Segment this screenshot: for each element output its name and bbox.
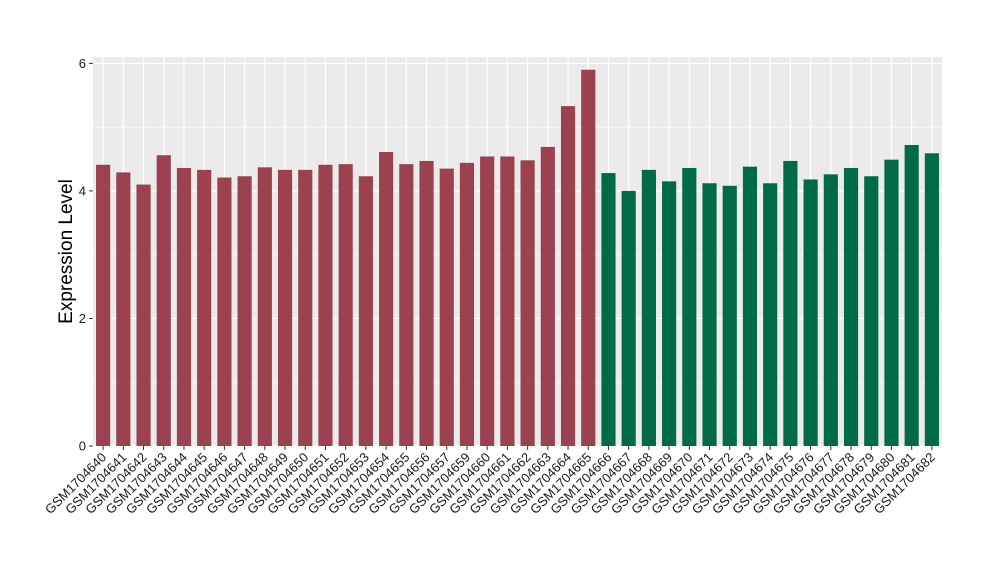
- bar-GSM1704651: [318, 164, 333, 446]
- bar-GSM1704664: [560, 106, 576, 447]
- bar-GSM1704661: [500, 156, 515, 446]
- bar-GSM1704649: [277, 169, 293, 446]
- bar-GSM1704678: [843, 167, 859, 446]
- y-axis: 0 2 4 6: [79, 56, 93, 454]
- bar-GSM1704648: [257, 167, 272, 447]
- bar-GSM1704676: [803, 179, 818, 447]
- bar-GSM1704657: [439, 168, 454, 446]
- bar-GSM1704670: [682, 167, 697, 446]
- y-axis-title: Expression Level: [56, 179, 77, 324]
- bar-GSM1704673: [742, 166, 758, 446]
- bar-GSM1704682: [924, 153, 939, 446]
- bar-GSM1704652: [338, 164, 353, 446]
- bar-GSM1704672: [722, 185, 737, 446]
- bar-GSM1704669: [662, 181, 677, 446]
- bar-GSM1704644: [176, 167, 192, 446]
- bar-GSM1704674: [763, 183, 778, 447]
- bar-GSM1704666: [601, 173, 616, 446]
- bar-GSM1704679: [864, 176, 879, 446]
- plot-panel: [93, 57, 942, 446]
- bar-GSM1704647: [237, 176, 252, 446]
- bar-GSM1704642: [136, 184, 151, 446]
- y-tick-label: 2: [79, 311, 86, 326]
- bar-GSM1704681: [904, 145, 919, 446]
- bar-GSM1704680: [884, 159, 899, 447]
- bar-GSM1704650: [298, 169, 313, 446]
- bar-GSM1704677: [823, 174, 838, 446]
- bar-GSM1704668: [641, 169, 656, 446]
- bar-GSM1704641: [116, 172, 131, 446]
- bar-GSM1704645: [197, 169, 212, 446]
- bar-GSM1704640: [96, 164, 111, 446]
- bar-GSM1704675: [783, 160, 798, 446]
- bar-GSM1704643: [156, 155, 171, 447]
- x-axis: GSM1704640GSM1704641GSM1704642GSM1704643…: [42, 446, 938, 517]
- bar-GSM1704667: [621, 190, 636, 446]
- y-tick-label: 4: [79, 183, 86, 198]
- bar-GSM1704653: [358, 176, 373, 446]
- bar-GSM1704654: [379, 152, 394, 446]
- y-tick-label: 6: [79, 56, 86, 71]
- bar-GSM1704655: [399, 164, 414, 446]
- bar-GSM1704659: [459, 162, 475, 446]
- bar-GSM1704671: [702, 183, 717, 447]
- bar-GSM1704663: [540, 146, 555, 447]
- bars: [96, 69, 939, 447]
- bar-GSM1704662: [520, 160, 535, 446]
- bar-GSM1704646: [217, 177, 232, 446]
- minor-gridlines: [93, 126, 942, 383]
- y-tick-label: 0: [79, 439, 86, 454]
- bar-GSM1704660: [480, 156, 495, 446]
- bar-GSM1704665: [581, 69, 596, 447]
- bar-GSM1704656: [419, 160, 434, 446]
